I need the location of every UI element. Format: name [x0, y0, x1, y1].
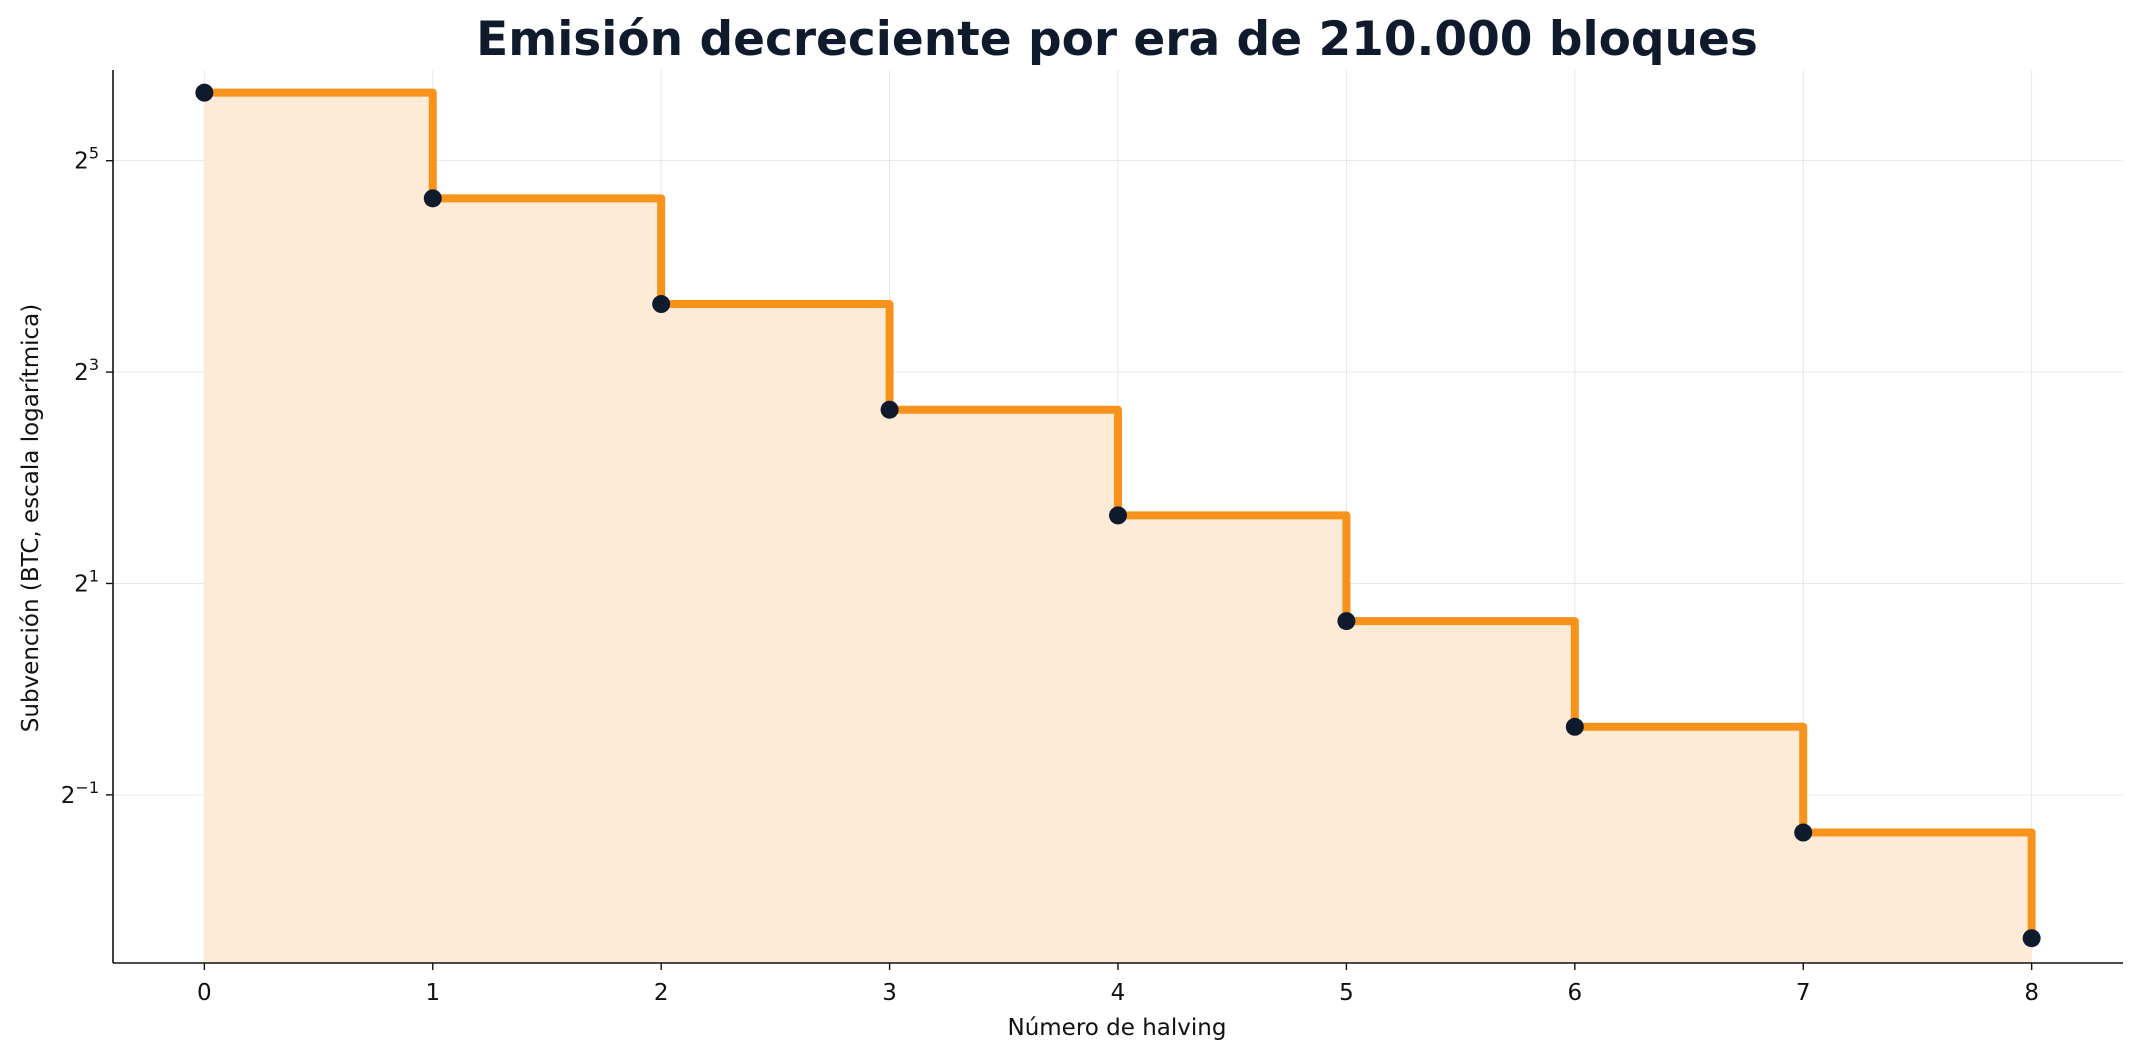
- data-point: [195, 83, 214, 102]
- x-ticks: 0 1 2 3 4 5 6 7 8: [197, 963, 2039, 1006]
- y-tick-label: 23: [74, 355, 99, 386]
- data-point: [880, 400, 899, 419]
- chart-title: Emisión decreciente por era de 210.000 b…: [476, 12, 1758, 67]
- markers: [195, 83, 2041, 948]
- x-tick-label: 2: [654, 980, 669, 1006]
- data-point: [1337, 612, 1356, 631]
- x-tick-label: 1: [425, 980, 440, 1006]
- y-ticks: 25 23 21 2−1: [61, 144, 113, 809]
- y-tick-label: 2−1: [61, 778, 99, 809]
- x-tick-label: 5: [1339, 980, 1354, 1006]
- x-tick-label: 0: [197, 980, 212, 1006]
- y-tick-label: 25: [74, 144, 99, 175]
- data-point: [1565, 717, 1584, 736]
- x-tick-label: 8: [2024, 980, 2039, 1006]
- data-point: [1794, 823, 1813, 842]
- data-point: [1109, 506, 1127, 525]
- x-tick-label: 6: [1567, 980, 1582, 1006]
- x-tick-label: 7: [1796, 980, 1811, 1006]
- data-point: [2022, 929, 2041, 948]
- y-axis-label: Subvención (BTC, escala logarítmica): [18, 304, 44, 732]
- x-axis-label: Número de halving: [1008, 1015, 1227, 1041]
- x-tick-label: 4: [1111, 980, 1126, 1006]
- y-tick-label: 21: [74, 566, 99, 597]
- data-point: [423, 189, 442, 208]
- data-point: [652, 295, 671, 314]
- x-tick-label: 3: [882, 980, 897, 1006]
